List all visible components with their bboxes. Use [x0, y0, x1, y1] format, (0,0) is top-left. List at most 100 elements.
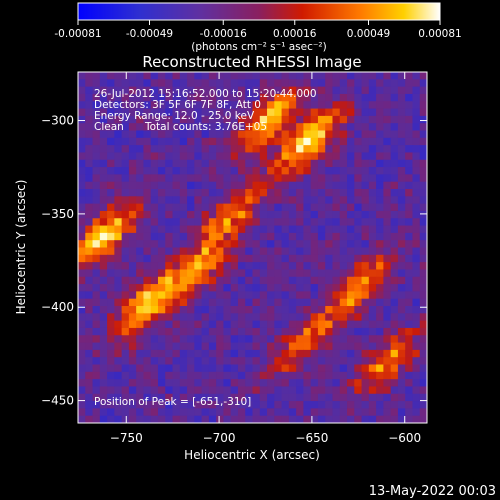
heatmap-cell: [150, 137, 159, 146]
heatmap-cell: [412, 247, 421, 256]
heatmap-cell: [288, 298, 297, 307]
heatmap-cell: [383, 379, 392, 388]
heatmap-cell: [99, 313, 108, 322]
heatmap-cell: [303, 93, 312, 102]
heatmap-cell: [208, 210, 217, 219]
heatmap-cell: [143, 232, 152, 241]
heatmap-cell: [92, 298, 101, 307]
heatmap-cell: [325, 225, 334, 234]
heatmap-cell: [194, 291, 203, 300]
heatmap-cell: [259, 232, 268, 241]
heatmap-cell: [143, 371, 152, 380]
heatmap-cell: [339, 291, 348, 300]
heatmap-cell: [165, 379, 174, 388]
heatmap-cell: [274, 181, 283, 190]
heatmap-cell: [325, 240, 334, 249]
heatmap-cell: [405, 247, 414, 256]
heatmap-cell: [85, 123, 94, 132]
heatmap-cell: [187, 254, 195, 263]
heatmap-cell: [325, 115, 334, 124]
heatmap-cell: [201, 364, 210, 373]
heatmap-cell: [136, 232, 145, 241]
heatmap-cell: [332, 159, 341, 168]
heatmap-cell: [267, 269, 275, 278]
heatmap-cell: [325, 313, 334, 322]
heatmap-cell: [85, 101, 94, 110]
heatmap-cell: [237, 371, 246, 380]
heatmap-cell: [354, 196, 363, 205]
heatmap-cell: [128, 159, 137, 168]
heatmap-cell: [179, 401, 188, 409]
heatmap-cell: [412, 357, 421, 366]
heatmap-cell: [107, 379, 115, 388]
heatmap-cell: [172, 342, 181, 351]
heatmap-cell: [376, 240, 384, 249]
heatmap-cell: [194, 196, 203, 205]
heatmap-cell: [412, 203, 421, 212]
heatmap-cell: [296, 247, 304, 256]
heatmap-cell: [281, 72, 290, 80]
heatmap-cell: [99, 371, 108, 380]
heatmap-cell: [281, 218, 290, 227]
heatmap-cell: [187, 327, 195, 336]
heatmap-cell: [347, 108, 355, 117]
heatmap-cell: [194, 364, 203, 373]
heatmap-cell: [325, 196, 334, 205]
heatmap-cell: [390, 174, 399, 183]
heatmap-cell: [303, 240, 312, 249]
heatmap-cell: [317, 393, 326, 402]
heatmap-cell: [303, 225, 312, 234]
heatmap-cell: [92, 393, 101, 402]
heatmap-cell: [354, 130, 363, 139]
heatmap-cell: [143, 203, 152, 212]
heatmap-cell: [194, 393, 203, 402]
heatmap-cell: [78, 123, 86, 132]
heatmap-cell: [150, 415, 159, 423]
heatmap-cell: [136, 357, 145, 366]
heatmap-cell: [157, 174, 166, 183]
heatmap-cell: [376, 298, 384, 307]
heatmap-cell: [354, 79, 363, 88]
heatmap-cell: [208, 342, 217, 351]
heatmap-cell: [136, 115, 145, 124]
heatmap-cell: [412, 327, 421, 336]
heatmap-cell: [397, 152, 406, 161]
heatmap-cell: [136, 123, 145, 132]
heatmap-cell: [136, 130, 145, 139]
heatmap-cell: [187, 335, 195, 344]
heatmap-cell: [325, 291, 334, 300]
y-tick-label: −300: [41, 114, 74, 128]
heatmap-cell: [274, 72, 283, 80]
heatmap-cell: [230, 130, 239, 139]
heatmap-cell: [296, 93, 304, 102]
heatmap-cell: [397, 137, 406, 146]
heatmap-cell: [419, 86, 427, 95]
heatmap-cell: [245, 167, 254, 175]
heatmap-cell: [310, 181, 319, 190]
heatmap-cell: [172, 181, 181, 190]
heatmap-cell: [230, 79, 239, 88]
heatmap-cell: [376, 349, 384, 358]
heatmap-cell: [303, 189, 312, 197]
heatmap-cell: [165, 86, 174, 95]
heatmap-cell: [245, 108, 254, 117]
heatmap-cell: [114, 93, 123, 102]
heatmap-cell: [157, 408, 166, 417]
heatmap-cell: [245, 137, 254, 146]
heatmap-cell: [136, 364, 145, 373]
heatmap-cell: [267, 196, 275, 205]
heatmap-cell: [296, 335, 304, 344]
y-axis-label: Heliocentric Y (arcsec): [14, 180, 28, 315]
heatmap-cell: [85, 72, 94, 80]
heatmap-cell: [339, 101, 348, 110]
heatmap-cell: [317, 357, 326, 366]
heatmap-cell: [412, 72, 421, 80]
heatmap-cell: [397, 298, 406, 307]
heatmap-cell: [252, 254, 261, 263]
heatmap-cell: [187, 298, 195, 307]
heatmap-cell: [223, 101, 232, 110]
heatmap-cell: [92, 379, 101, 388]
heatmap-cell: [325, 181, 334, 190]
heatmap-cell: [296, 137, 304, 146]
heatmap-cell: [303, 254, 312, 263]
